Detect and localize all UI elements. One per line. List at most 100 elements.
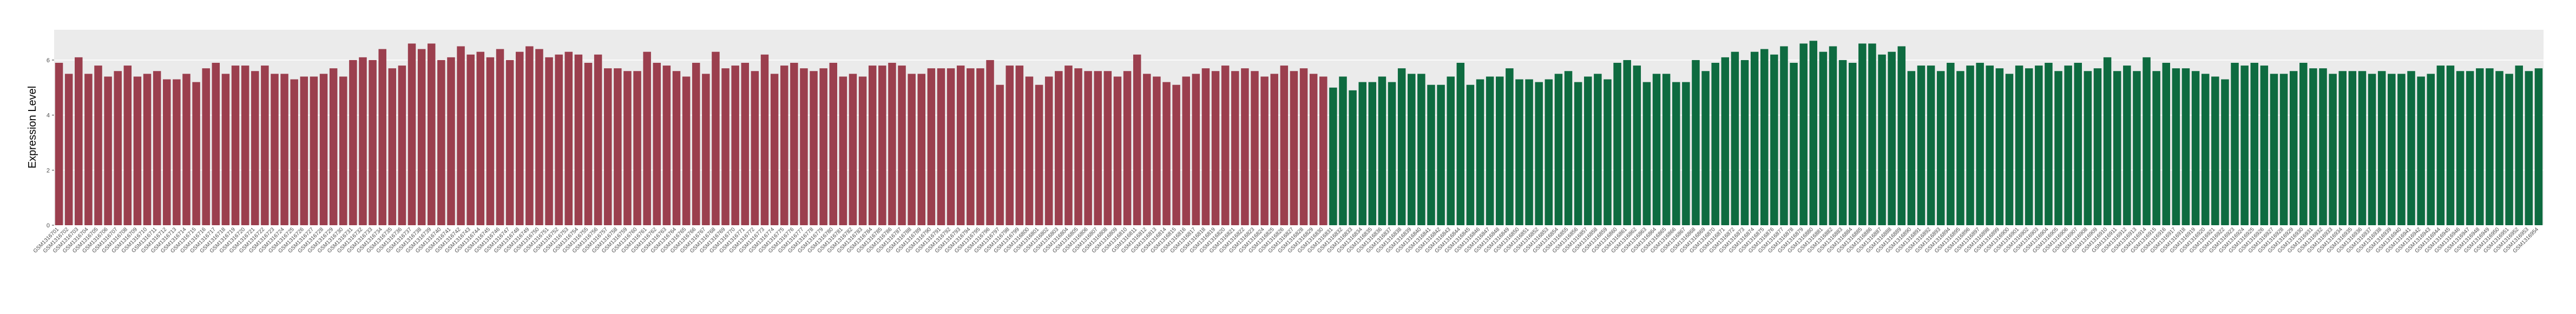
bar xyxy=(64,74,73,225)
bar xyxy=(2231,63,2239,225)
bar xyxy=(280,74,288,225)
bar xyxy=(2515,66,2523,225)
bar xyxy=(2181,68,2190,225)
bar xyxy=(496,49,504,225)
bar xyxy=(1623,60,1631,226)
bar xyxy=(1888,51,1896,225)
bar xyxy=(927,68,936,225)
bar xyxy=(1604,79,1612,226)
bar xyxy=(2152,71,2160,225)
bar xyxy=(398,66,406,225)
bar xyxy=(1506,68,1514,225)
bar xyxy=(800,68,808,225)
bar xyxy=(1740,60,1749,226)
bar xyxy=(1182,76,1190,225)
bar xyxy=(1427,84,1435,226)
bar xyxy=(849,74,857,225)
bar xyxy=(1339,76,1347,225)
bar xyxy=(300,76,308,225)
bar xyxy=(2505,74,2513,225)
bar xyxy=(1290,71,1298,225)
bar xyxy=(2113,71,2121,225)
bar xyxy=(1927,66,1935,225)
bar xyxy=(457,46,465,225)
bar xyxy=(2143,57,2151,226)
bar xyxy=(1309,74,1318,225)
bar xyxy=(212,63,220,225)
bar xyxy=(1447,76,1455,225)
bar xyxy=(1329,87,1337,225)
bar xyxy=(1466,84,1475,226)
bar xyxy=(780,66,788,225)
bar xyxy=(1221,66,1230,225)
bar xyxy=(1094,71,1102,225)
bar xyxy=(2436,66,2445,225)
bar xyxy=(310,76,318,225)
y-tick-label: 4 xyxy=(47,113,50,119)
bar xyxy=(574,54,583,226)
bar xyxy=(1035,84,1043,226)
bar xyxy=(1878,54,1886,226)
bar xyxy=(741,63,750,225)
bar xyxy=(2446,66,2455,225)
bar xyxy=(359,57,367,226)
bar xyxy=(1838,60,1847,226)
bar xyxy=(1496,76,1504,225)
bar xyxy=(437,60,445,226)
bar xyxy=(319,74,328,225)
bar xyxy=(956,66,965,225)
bar xyxy=(1780,46,1788,225)
bar xyxy=(329,68,338,225)
bar xyxy=(2260,66,2269,225)
bar xyxy=(1349,90,1357,225)
bar xyxy=(1103,71,1112,225)
bar xyxy=(1270,74,1278,225)
bar xyxy=(1408,74,1416,225)
bar xyxy=(1790,63,1798,225)
bar xyxy=(2466,71,2474,225)
bar xyxy=(55,63,63,225)
bar xyxy=(2191,71,2200,225)
bar xyxy=(388,68,397,225)
bar xyxy=(1976,63,1984,225)
bar xyxy=(143,74,152,225)
bar xyxy=(1476,79,1484,226)
bar xyxy=(94,66,102,225)
bar xyxy=(1525,79,1533,226)
bar xyxy=(1554,74,1563,225)
bar xyxy=(535,49,543,225)
bar xyxy=(173,79,181,226)
bar xyxy=(2456,71,2465,225)
bar xyxy=(1397,68,1406,225)
bar xyxy=(888,63,896,225)
bar xyxy=(829,63,838,225)
bar xyxy=(2427,74,2435,225)
bar xyxy=(584,63,593,225)
bar xyxy=(712,51,720,225)
bar xyxy=(1123,71,1132,225)
bar xyxy=(1044,76,1053,225)
bar xyxy=(1211,71,1220,225)
bar xyxy=(349,60,357,226)
bar xyxy=(1692,60,1700,226)
bar xyxy=(1642,82,1651,225)
bar xyxy=(476,51,485,225)
bar xyxy=(1064,66,1073,225)
bar xyxy=(839,76,847,225)
bar xyxy=(428,43,436,225)
bar xyxy=(290,79,298,226)
bar xyxy=(408,43,416,225)
bar xyxy=(1721,57,1730,226)
bar xyxy=(721,68,730,225)
bar xyxy=(2279,74,2288,225)
bar xyxy=(2270,74,2278,225)
bar xyxy=(192,82,200,225)
bar xyxy=(986,60,994,226)
y-tick-label: 6 xyxy=(47,57,50,64)
bar xyxy=(603,68,612,225)
bar xyxy=(1966,66,1974,225)
bar xyxy=(241,66,249,225)
bar xyxy=(1456,63,1465,225)
bar xyxy=(1848,63,1857,225)
